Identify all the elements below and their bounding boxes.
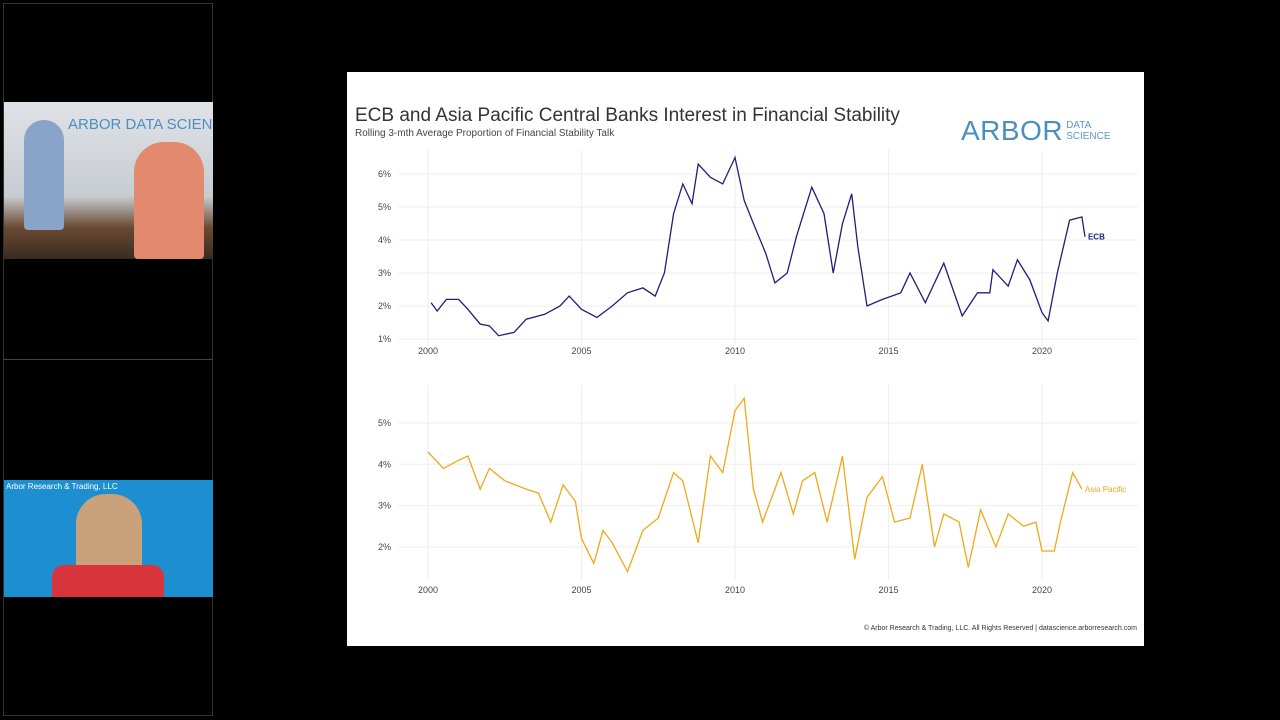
x-tick-label: 2010 <box>725 346 745 356</box>
footer: © Arbor Research & Trading, LLC. All Rig… <box>863 625 1137 632</box>
y-tick-label: 3% <box>378 501 391 511</box>
y-tick-label: 2% <box>378 301 391 311</box>
y-tick-label: 6% <box>378 169 391 179</box>
chart-title: ECB and Asia Pacific Central Banks Inter… <box>355 105 900 126</box>
x-tick-label: 2000 <box>418 346 438 356</box>
tile-logo: Arbor Research & Trading, LLC <box>6 482 118 491</box>
video-tile-presenters[interactable]: ARBOR DATA SCIENCE <box>4 102 213 259</box>
y-tick-label: 2% <box>378 542 391 552</box>
series-line-asia-pacific <box>427 396 1083 574</box>
x-tick-label: 2005 <box>571 585 591 595</box>
participant-host-shirt <box>52 565 164 597</box>
y-tick-label: 4% <box>378 459 391 469</box>
x-tick-label: 2010 <box>725 585 745 595</box>
logo-sub: DATA SCIENCE <box>1066 120 1111 142</box>
shared-slide: ECB and Asia Pacific Central Banks Inter… <box>347 72 1144 646</box>
arbor-logo: ARBOR DATA SCIENCE <box>961 116 1114 146</box>
y-tick-label: 4% <box>378 235 391 245</box>
x-tick-label: 2000 <box>418 585 438 595</box>
tile-logo: ARBOR DATA SCIENCE <box>68 116 213 133</box>
participant-right <box>134 142 204 259</box>
x-tick-label: 2020 <box>1032 585 1052 595</box>
participant-left <box>24 120 64 230</box>
panel-divider <box>3 359 213 360</box>
x-tick-label: 2015 <box>878 346 898 356</box>
y-tick-label: 1% <box>378 334 391 344</box>
chart-subtitle: Rolling 3-mth Average Proportion of Fina… <box>355 128 615 139</box>
y-tick-label: 5% <box>378 202 391 212</box>
y-tick-label: 5% <box>378 418 391 428</box>
series-label: Asia Pacific <box>1085 485 1126 494</box>
x-tick-label: 2005 <box>571 346 591 356</box>
series-label: ECB <box>1088 233 1105 242</box>
y-tick-label: 3% <box>378 268 391 278</box>
x-tick-label: 2015 <box>878 585 898 595</box>
series-line-ecb <box>430 155 1086 337</box>
logo-main: ARBOR <box>961 115 1064 146</box>
x-tick-label: 2020 <box>1032 346 1052 356</box>
video-tile-host[interactable]: Arbor Research & Trading, LLC <box>4 480 213 597</box>
